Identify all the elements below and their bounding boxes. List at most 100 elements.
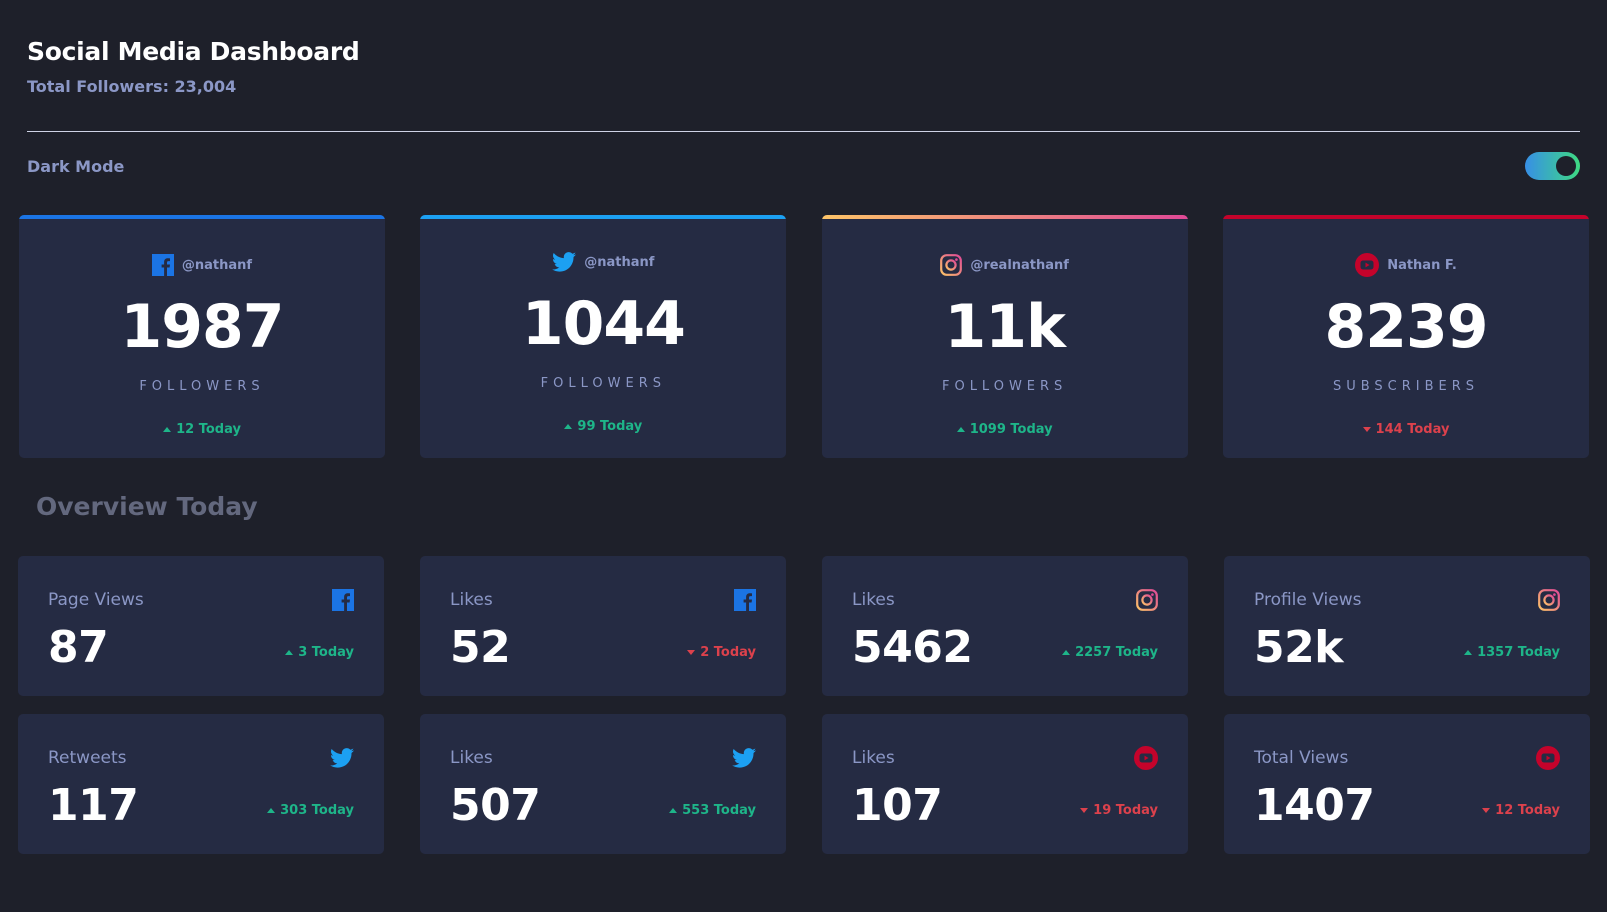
follower-count: 8239 xyxy=(1324,292,1488,362)
tile-value: 5462 xyxy=(852,622,973,673)
card-handle-row: @nathanf xyxy=(420,250,786,274)
dashboard-header: Social Media Dashboard Total Followers: … xyxy=(27,36,1580,96)
overview-tile-youtube-total-views[interactable]: Total Views 1407 12 Today xyxy=(1224,714,1590,854)
instagram-icon xyxy=(940,254,963,276)
tile-change-text: 303 Today xyxy=(280,803,354,818)
toggle-knob xyxy=(1556,156,1576,176)
arrow-up-icon xyxy=(285,650,294,655)
dark-mode-toggle[interactable] xyxy=(1525,152,1580,180)
tile-change: 553 Today xyxy=(669,803,756,818)
tile-change: 19 Today xyxy=(1080,803,1158,818)
overview-tile-instagram-profile-views[interactable]: Profile Views 52k 1357 Today xyxy=(1224,556,1590,696)
follower-count: 1987 xyxy=(120,292,285,362)
card-accent-bar xyxy=(420,215,787,219)
arrow-up-icon xyxy=(669,808,678,813)
tile-header: Likes xyxy=(852,744,1158,772)
card-handle: @nathanf xyxy=(181,257,253,273)
today-change: 1099 Today xyxy=(822,422,1188,437)
tile-body: 5462 2257 Today xyxy=(852,626,1158,670)
twitter-icon xyxy=(552,252,577,272)
tile-header: Profile Views xyxy=(1254,586,1560,614)
today-change: 12 Today xyxy=(19,422,385,437)
follower-label: SUBSCRIBERS xyxy=(1332,379,1480,394)
instagram-icon xyxy=(1538,589,1560,611)
tile-change-text: 12 Today xyxy=(1495,803,1560,818)
today-change: 144 Today xyxy=(1223,422,1589,437)
follower-count: 11k xyxy=(944,292,1065,362)
tile-change-text: 553 Today xyxy=(682,803,756,818)
tile-change: 2 Today xyxy=(687,645,756,660)
tile-body: 52 2 Today xyxy=(450,626,756,670)
tile-body: 87 3 Today xyxy=(48,626,354,670)
tile-body: 52k 1357 Today xyxy=(1254,626,1560,670)
tile-body: 1407 12 Today xyxy=(1254,784,1560,828)
tile-label: Profile Views xyxy=(1254,590,1362,610)
today-change-text: 144 Today xyxy=(1375,422,1450,437)
follower-card-youtube[interactable]: Nathan F. 8239 SUBSCRIBERS 144 Today xyxy=(1222,215,1589,458)
card-accent-bar xyxy=(19,215,385,219)
tile-change: 3 Today xyxy=(285,645,354,660)
tile-header: Retweets xyxy=(48,744,354,772)
tile-header: Likes xyxy=(450,586,756,614)
today-change: 99 Today xyxy=(420,419,786,434)
arrow-down-icon xyxy=(1080,808,1089,813)
facebook-icon xyxy=(734,589,756,611)
header-divider xyxy=(27,131,1580,132)
tile-change-text: 3 Today xyxy=(298,645,354,660)
card-handle-row: Nathan F. xyxy=(1223,253,1589,277)
instagram-icon xyxy=(1136,589,1158,611)
tile-value: 117 xyxy=(48,780,139,831)
today-change-text: 12 Today xyxy=(176,422,241,437)
today-change-text: 99 Today xyxy=(577,419,643,434)
follower-label: FOLLOWERS xyxy=(540,376,666,391)
total-followers: Total Followers: 23,004 xyxy=(27,76,237,96)
card-handle-row: @realnathanf xyxy=(822,253,1188,277)
card-handle: Nathan F. xyxy=(1387,257,1457,273)
card-handle: @nathanf xyxy=(584,254,655,270)
overview-tile-instagram-likes[interactable]: Likes 5462 2257 Today xyxy=(822,556,1188,696)
arrow-down-icon xyxy=(1482,808,1491,813)
tile-header: Likes xyxy=(450,744,756,772)
follower-label: FOLLOWERS xyxy=(139,379,265,394)
overview-title: Overview Today xyxy=(36,492,258,521)
tile-header: Page Views xyxy=(48,586,354,614)
overview-tile-facebook-page-views[interactable]: Page Views 87 3 Today xyxy=(18,556,384,696)
arrow-up-icon xyxy=(1464,650,1473,655)
tile-body: 507 553 Today xyxy=(450,784,756,828)
dark-mode-label: Dark Mode xyxy=(27,156,125,176)
arrow-up-icon xyxy=(564,424,573,429)
card-handle-row: @nathanf xyxy=(19,253,385,277)
follower-count: 1044 xyxy=(521,289,686,359)
follower-card-instagram[interactable]: @realnathanf 11k FOLLOWERS 1099 Today xyxy=(821,215,1188,458)
tile-value: 507 xyxy=(450,780,541,831)
today-change-text: 1099 Today xyxy=(969,422,1053,437)
twitter-icon xyxy=(732,748,756,768)
youtube-icon xyxy=(1134,746,1158,770)
overview-tile-twitter-retweets[interactable]: Retweets 117 303 Today xyxy=(18,714,384,854)
tile-label: Likes xyxy=(450,590,493,610)
overview-tile-facebook-likes[interactable]: Likes 52 2 Today xyxy=(420,556,786,696)
page-title: Social Media Dashboard xyxy=(27,37,360,66)
overview-tile-twitter-likes[interactable]: Likes 507 553 Today xyxy=(420,714,786,854)
tile-label: Total Views xyxy=(1254,748,1349,768)
tile-label: Likes xyxy=(450,748,493,768)
tile-change: 12 Today xyxy=(1482,803,1560,818)
follower-card-twitter[interactable]: @nathanf 1044 FOLLOWERS 99 Today xyxy=(420,215,787,458)
arrow-up-icon xyxy=(956,427,965,432)
mode-row: Dark Mode xyxy=(27,152,1580,180)
tile-value: 87 xyxy=(48,622,109,673)
follower-cards: @nathanf 1987 FOLLOWERS 12 Today @nathan… xyxy=(19,215,1589,458)
tile-change: 303 Today xyxy=(267,803,354,818)
follower-card-facebook[interactable]: @nathanf 1987 FOLLOWERS 12 Today xyxy=(19,215,385,458)
card-accent-bar xyxy=(1222,215,1589,219)
card-handle: @realnathanf xyxy=(970,257,1069,273)
overview-tile-youtube-likes[interactable]: Likes 107 19 Today xyxy=(822,714,1188,854)
tile-change: 2257 Today xyxy=(1062,645,1158,660)
tile-value: 107 xyxy=(852,780,943,831)
arrow-down-icon xyxy=(1362,427,1371,432)
overview-grid: Page Views 87 3 Today Likes 52 2 Today xyxy=(18,556,1590,854)
follower-label: FOLLOWERS xyxy=(941,379,1068,394)
arrow-up-icon xyxy=(1062,650,1071,655)
tile-change-text: 19 Today xyxy=(1093,803,1158,818)
tile-change-text: 2 Today xyxy=(700,645,756,660)
